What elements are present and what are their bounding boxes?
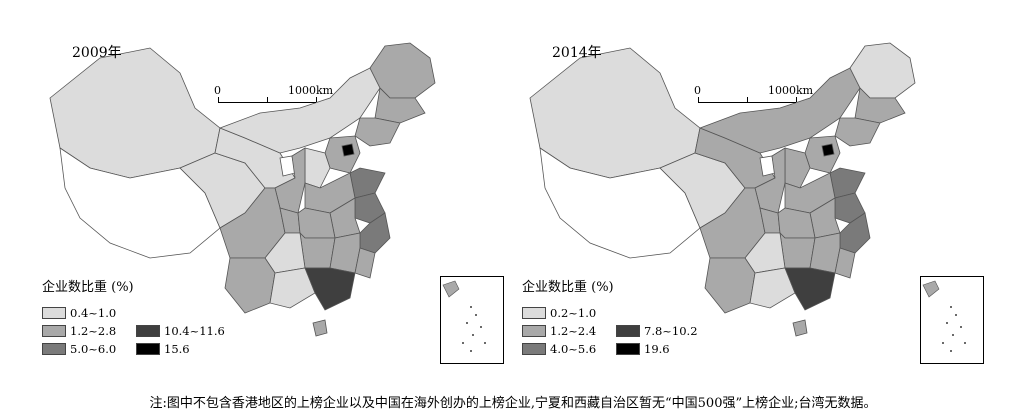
scale-tick	[267, 97, 268, 102]
region-hubei	[777, 207, 816, 239]
legend-swatch	[136, 325, 160, 337]
region-liaoning	[834, 117, 881, 147]
legend-item: 1.2~2.4	[522, 324, 596, 338]
legend-item: 10.4~11.6	[136, 324, 225, 338]
legend: 企业数比重 (%) 0.4~1.0 1.2~2.8 5.0~6.0 10.4~1…	[42, 276, 242, 376]
region-hunan	[299, 231, 336, 269]
legend-label: 4.0~5.6	[550, 342, 597, 356]
inset-map	[922, 280, 966, 352]
region-hainan	[312, 319, 328, 337]
region-tibet	[539, 147, 701, 259]
scale-tick	[316, 97, 317, 102]
scale-max-label: 1000km	[288, 84, 334, 97]
legend-label: 1.2~2.4	[550, 324, 597, 338]
south-china-sea-inset	[920, 276, 984, 364]
region-hainan	[792, 319, 808, 337]
legend-label: 19.6	[644, 342, 670, 356]
legend-label: 1.2~2.8	[70, 324, 117, 338]
legend-item: 0.4~1.0	[42, 306, 116, 320]
scale-bar: 0 1000km	[692, 84, 813, 114]
legend-swatch	[522, 307, 546, 319]
legend-item: 7.8~10.2	[616, 324, 698, 338]
legend-label: 0.4~1.0	[70, 306, 117, 320]
region-shandong	[349, 167, 386, 199]
legend-swatch	[42, 325, 66, 337]
region-tibet	[59, 147, 221, 259]
south-china-sea-inset	[440, 276, 504, 364]
region-hubei	[297, 207, 336, 239]
map-year-label: 2014年	[552, 45, 602, 61]
legend-swatch	[42, 343, 66, 355]
legend-title: 企业数比重 (%)	[522, 280, 614, 295]
scale-bar: 0 1000km	[212, 84, 333, 114]
legend-label: 5.0~6.0	[70, 342, 117, 356]
inset-map	[442, 280, 486, 352]
legend-swatch	[522, 325, 546, 337]
region-beijing	[821, 143, 835, 157]
legend-label: 10.4~11.6	[164, 324, 225, 338]
region-liaoning	[354, 117, 401, 147]
region-beijing	[341, 143, 355, 157]
region-guangxi	[269, 267, 316, 309]
region-guangxi	[749, 267, 796, 309]
region-fujian	[834, 247, 856, 279]
region-fujian	[354, 247, 376, 279]
scale-tick	[747, 97, 748, 102]
china-map-2014	[529, 42, 916, 337]
region-shandong	[829, 167, 866, 199]
legend-swatch	[522, 343, 546, 355]
region-jiangxi	[329, 232, 361, 274]
legend-title: 企业数比重 (%)	[42, 280, 134, 295]
legend-item: 15.6	[136, 342, 190, 356]
region-jiangxi	[809, 232, 841, 274]
footnote: 注:图中不包含香港地区的上榜企业以及中国在海外创办的上榜企业,宁夏和西藏自治区暂…	[149, 396, 877, 411]
scale-tick	[218, 97, 219, 102]
region-hunan	[779, 231, 816, 269]
legend-label: 15.6	[164, 342, 190, 356]
map-2009: 2009年 0 1000km 企业数比重 (%) 0.4~1.0 1.2~2.8…	[30, 28, 510, 378]
legend-label: 0.2~1.0	[550, 306, 597, 320]
legend-swatch	[616, 325, 640, 337]
legend-item: 0.2~1.0	[522, 306, 596, 320]
legend-item: 1.2~2.8	[42, 324, 116, 338]
map-2014: 2014年 0 1000km 企业数比重 (%) 0.2~1.0 1.2~2.4…	[510, 28, 990, 378]
scale-tick	[796, 97, 797, 102]
scale-max-label: 1000km	[768, 84, 814, 97]
scale-tick	[698, 97, 699, 102]
scale-zero-label: 0	[214, 84, 221, 97]
region-hebei	[804, 135, 841, 174]
scale-line	[218, 102, 316, 103]
legend-swatch	[136, 343, 160, 355]
scale-zero-label: 0	[694, 84, 701, 97]
legend-label: 7.8~10.2	[644, 324, 698, 338]
legend-swatch	[42, 307, 66, 319]
scale-line	[698, 102, 796, 103]
legend-item: 5.0~6.0	[42, 342, 116, 356]
legend: 企业数比重 (%) 0.2~1.0 1.2~2.4 4.0~5.6 7.8~10…	[522, 276, 722, 376]
region-guangdong	[784, 267, 836, 311]
legend-swatch	[616, 343, 640, 355]
legend-item: 19.6	[616, 342, 670, 356]
region-hebei	[324, 135, 361, 174]
legend-item: 4.0~5.6	[522, 342, 596, 356]
map-year-label: 2009年	[72, 45, 122, 61]
china-map-2009	[49, 42, 436, 337]
region-guangdong	[304, 267, 356, 311]
